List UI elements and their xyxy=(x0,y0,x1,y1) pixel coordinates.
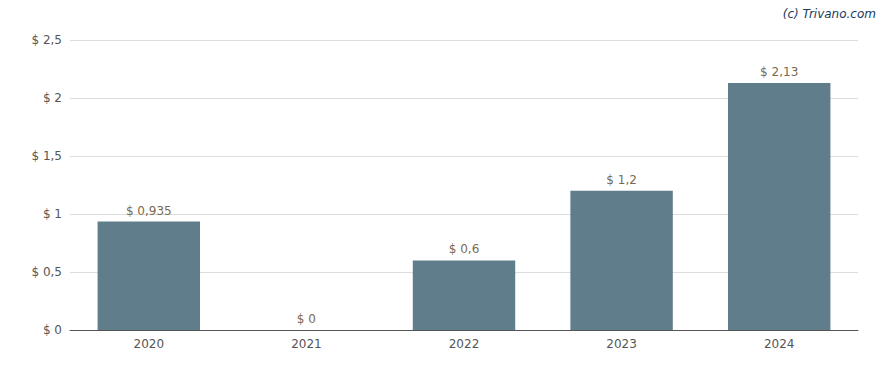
svg-text:$ 1,2: $ 1,2 xyxy=(606,173,637,187)
svg-text:2020: 2020 xyxy=(134,337,165,351)
svg-text:$ 1,5: $ 1,5 xyxy=(31,149,62,163)
svg-text:$ 0,935: $ 0,935 xyxy=(126,204,172,218)
svg-text:$ 0: $ 0 xyxy=(297,312,316,326)
svg-text:$ 1: $ 1 xyxy=(43,207,62,221)
svg-text:$ 2,5: $ 2,5 xyxy=(31,33,62,47)
svg-text:(c) Trivano.com: (c) Trivano.com xyxy=(783,7,876,21)
svg-text:$ 2: $ 2 xyxy=(43,91,62,105)
svg-text:$ 0,5: $ 0,5 xyxy=(31,265,62,279)
svg-text:$ 2,13: $ 2,13 xyxy=(760,65,798,79)
svg-text:2024: 2024 xyxy=(764,337,795,351)
svg-text:2022: 2022 xyxy=(449,337,480,351)
svg-text:$ 0: $ 0 xyxy=(43,323,62,337)
svg-text:2023: 2023 xyxy=(606,337,637,351)
svg-text:2021: 2021 xyxy=(291,337,322,351)
svg-text:$ 0,6: $ 0,6 xyxy=(449,242,480,256)
